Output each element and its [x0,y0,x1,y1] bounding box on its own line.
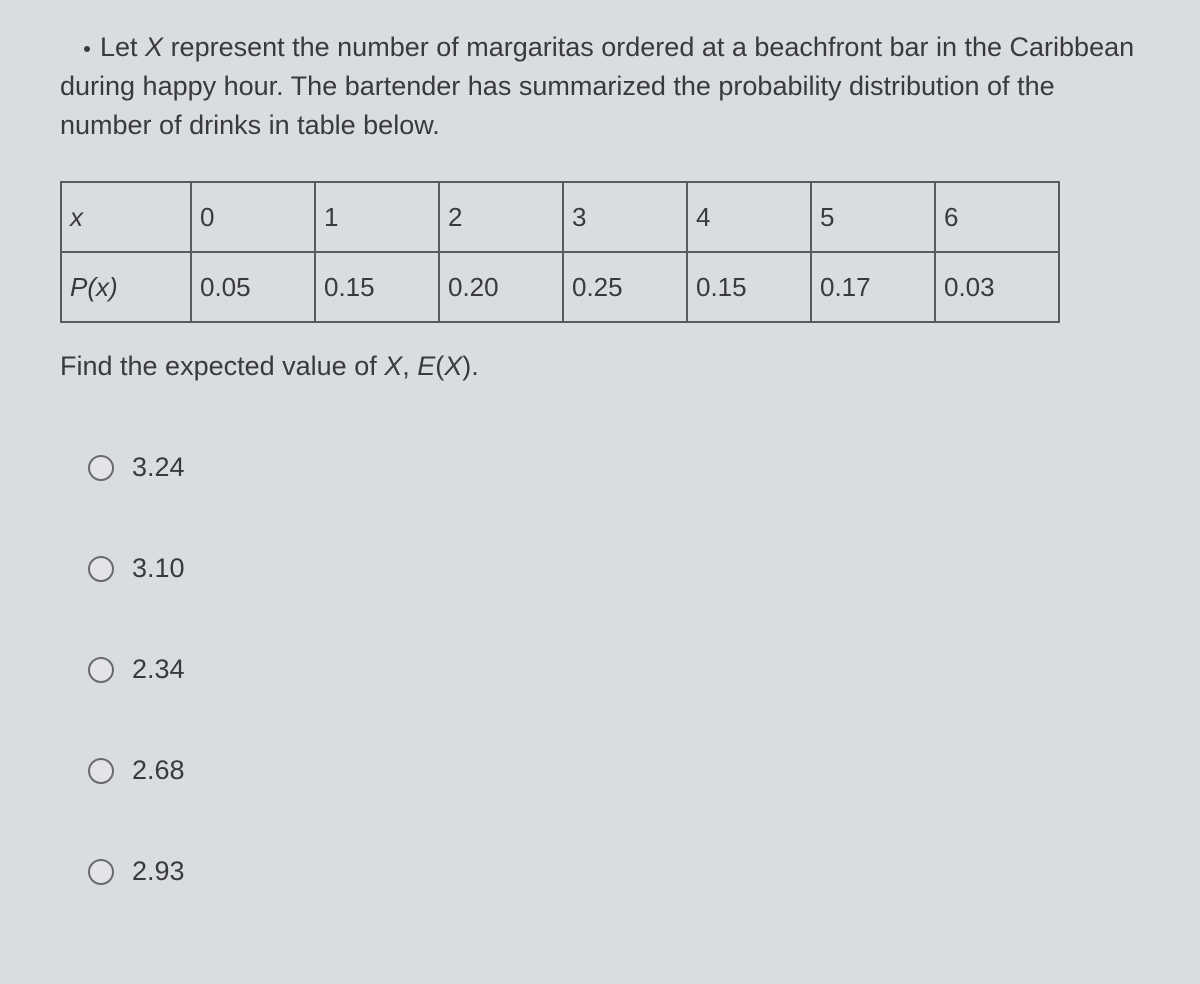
option-label: 2.68 [132,755,185,786]
p-cell: 0.25 [563,252,687,322]
row-header-x: x [61,182,191,252]
option-label: 2.93 [132,856,185,887]
radio-icon[interactable] [88,556,114,582]
option-label: 3.24 [132,452,185,483]
p-cell: 0.15 [687,252,811,322]
radio-icon[interactable] [88,657,114,683]
x-cell: 5 [811,182,935,252]
followup-paren-open: ( [435,351,444,381]
p-cell: 0.03 [935,252,1059,322]
followup-mid: , [402,351,417,381]
answer-option[interactable]: 3.10 [88,553,1140,584]
question-suffix: represent the number of margaritas order… [60,32,1134,140]
question-variable: X [145,32,163,62]
question-prefix: Let [100,32,145,62]
followup-prefix: Find the expected value of [60,351,384,381]
p-cell: 0.20 [439,252,563,322]
x-cell: 0 [191,182,315,252]
x-cell: 2 [439,182,563,252]
x-cell: 4 [687,182,811,252]
table-row: P(x) 0.05 0.15 0.20 0.25 0.15 0.17 0.03 [61,252,1059,322]
p-cell: 0.05 [191,252,315,322]
followup-paren-close: ). [462,351,479,381]
radio-icon[interactable] [88,758,114,784]
answer-option[interactable]: 2.68 [88,755,1140,786]
probability-table: x 0 1 2 3 4 5 6 P(x) 0.05 0.15 0.20 0.25… [60,181,1060,323]
answer-option[interactable]: 3.24 [88,452,1140,483]
option-label: 3.10 [132,553,185,584]
answer-option[interactable]: 2.93 [88,856,1140,887]
followup-var2: X [444,351,462,381]
p-cell: 0.15 [315,252,439,322]
followup-expr-prefix: E [417,351,435,381]
x-cell: 1 [315,182,439,252]
followup-var1: X [384,351,402,381]
question-text: Let X represent the number of margaritas… [60,28,1140,145]
p-cell: 0.17 [811,252,935,322]
question-page: Let X represent the number of margaritas… [0,0,1200,887]
radio-icon[interactable] [88,859,114,885]
table-row: x 0 1 2 3 4 5 6 [61,182,1059,252]
x-cell: 3 [563,182,687,252]
x-cell: 6 [935,182,1059,252]
answer-options: 3.24 3.10 2.34 2.68 2.93 [60,452,1140,887]
row-header-px: P(x) [61,252,191,322]
answer-option[interactable]: 2.34 [88,654,1140,685]
radio-icon[interactable] [88,455,114,481]
bullet-dot [84,46,90,52]
followup-text: Find the expected value of X, E(X). [60,351,1140,382]
option-label: 2.34 [132,654,185,685]
